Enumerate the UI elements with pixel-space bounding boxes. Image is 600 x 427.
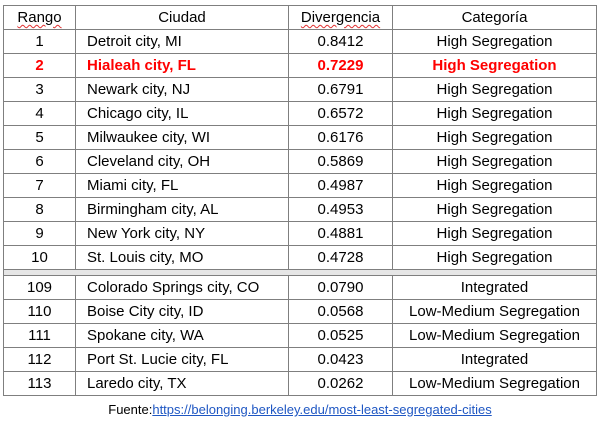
category-cell: Integrated: [392, 347, 597, 372]
category-cell: High Segregation: [392, 125, 597, 150]
table-row: 110 Boise City city, ID 0.0568 Low-Medium S…: [3, 299, 597, 324]
rank-cell: 112: [3, 347, 76, 372]
divergence-cell: 0.5869: [288, 149, 393, 174]
category-cell: High Segregation: [392, 77, 597, 102]
city-cell: Port St. Lucie city, FL: [75, 347, 289, 372]
table-header-row: Rango Ciudad Divergencia Categoría: [3, 5, 597, 30]
city-cell: Birmingham city, AL: [75, 197, 289, 222]
rank-cell: 10: [3, 245, 76, 270]
city-cell: Laredo city, TX: [75, 371, 289, 396]
divergence-cell: 0.4728: [288, 245, 393, 270]
city-cell: Miami city, FL: [75, 173, 289, 198]
table-row: 1 Detroit city, MI 0.8412 High Segregation: [3, 29, 597, 54]
table-body-top: 1 Detroit city, MI 0.8412 High Segregation 2…: [3, 29, 597, 270]
table-row: 4 Chicago city, IL 0.6572 High Segregation: [3, 101, 597, 126]
header-divergence: Divergencia: [288, 5, 393, 30]
city-cell: Hialeah city, FL: [75, 53, 289, 78]
rank-cell: 6: [3, 149, 76, 174]
category-cell: High Segregation: [392, 101, 597, 126]
rank-cell: 110: [3, 299, 76, 324]
city-cell: Detroit city, MI: [75, 29, 289, 54]
table-row: 9 New York city, NY 0.4881 High Segregation: [3, 221, 597, 246]
table-row: 2 Hialeah city, FL 0.7229 High Segregation: [3, 53, 597, 78]
table-row: 7 Miami city, FL 0.4987 High Segregation: [3, 173, 597, 198]
rank-cell: 2: [3, 53, 76, 78]
table-row: 10 St. Louis city, MO 0.4728 High Segregati…: [3, 245, 597, 270]
divergence-cell: 0.6791: [288, 77, 393, 102]
header-rank: Rango: [3, 5, 76, 30]
city-cell: Cleveland city, OH: [75, 149, 289, 174]
divergence-cell: 0.8412: [288, 29, 393, 54]
rank-cell: 8: [3, 197, 76, 222]
header-divergence-label: Divergencia: [300, 9, 381, 26]
rank-cell: 109: [3, 275, 76, 300]
divergence-cell: 0.0790: [288, 275, 393, 300]
city-cell: St. Louis city, MO: [75, 245, 289, 270]
segregation-ranking-table-container: Rango Ciudad Divergencia Categoría 1 Detr…: [3, 5, 597, 396]
divergence-cell: 0.4953: [288, 197, 393, 222]
rank-cell: 1: [3, 29, 76, 54]
source-link[interactable]: https://belonging.berkeley.edu/most-leas…: [152, 402, 492, 417]
divergence-cell: 0.0423: [288, 347, 393, 372]
category-cell: Low-Medium Segregation: [392, 371, 597, 396]
divergence-cell: 0.4987: [288, 173, 393, 198]
city-cell: Chicago city, IL: [75, 101, 289, 126]
category-cell: High Segregation: [392, 149, 597, 174]
table-row: 3 Newark city, NJ 0.6791 High Segregation: [3, 77, 597, 102]
rank-cell: 113: [3, 371, 76, 396]
city-cell: Boise City city, ID: [75, 299, 289, 324]
table-body-bottom: 109 Colorado Springs city, CO 0.0790 Integr…: [3, 275, 597, 396]
segregation-ranking-table: Rango Ciudad Divergencia Categoría 1 Detr…: [3, 5, 597, 396]
rank-cell: 4: [3, 101, 76, 126]
divergence-cell: 0.4881: [288, 221, 393, 246]
table-row: 111 Spokane city, WA 0.0525 Low-Medium Segr…: [3, 323, 597, 348]
table-row: 113 Laredo city, TX 0.0262 Low-Medium Segre…: [3, 371, 597, 396]
rank-cell: 7: [3, 173, 76, 198]
category-cell: High Segregation: [392, 29, 597, 54]
category-cell: Integrated: [392, 275, 597, 300]
rank-cell: 3: [3, 77, 76, 102]
header-city: Ciudad: [75, 5, 289, 30]
city-cell: Milwaukee city, WI: [75, 125, 289, 150]
category-cell: High Segregation: [392, 53, 597, 78]
source-label: Fuente:: [108, 402, 153, 417]
divergence-cell: 0.0525: [288, 323, 393, 348]
table-row: 5 Milwaukee city, WI 0.6176 High Segregatio…: [3, 125, 597, 150]
city-cell: Colorado Springs city, CO: [75, 275, 289, 300]
rank-cell: 9: [3, 221, 76, 246]
header-category: Categoría: [392, 5, 597, 30]
city-cell: New York city, NY: [75, 221, 289, 246]
header-rank-label: Rango: [17, 9, 62, 26]
table-row: 8 Birmingham city, AL 0.4953 High Segregati…: [3, 197, 597, 222]
table-row: 112 Port St. Lucie city, FL 0.0423 Integrat…: [3, 347, 597, 372]
category-cell: High Segregation: [392, 245, 597, 270]
rank-cell: 5: [3, 125, 76, 150]
source-citation: Fuente:https://belonging.berkeley.edu/mo…: [0, 402, 600, 418]
city-cell: Spokane city, WA: [75, 323, 289, 348]
category-cell: High Segregation: [392, 197, 597, 222]
category-cell: High Segregation: [392, 221, 597, 246]
category-cell: Low-Medium Segregation: [392, 299, 597, 324]
divergence-cell: 0.6176: [288, 125, 393, 150]
table-row: 109 Colorado Springs city, CO 0.0790 Integr…: [3, 275, 597, 300]
table-row: 6 Cleveland city, OH 0.5869 High Segregatio…: [3, 149, 597, 174]
divergence-cell: 0.0568: [288, 299, 393, 324]
divergence-cell: 0.6572: [288, 101, 393, 126]
divergence-cell: 0.7229: [288, 53, 393, 78]
rank-cell: 111: [3, 323, 76, 348]
city-cell: Newark city, NJ: [75, 77, 289, 102]
category-cell: Low-Medium Segregation: [392, 323, 597, 348]
divergence-cell: 0.0262: [288, 371, 393, 396]
category-cell: High Segregation: [392, 173, 597, 198]
